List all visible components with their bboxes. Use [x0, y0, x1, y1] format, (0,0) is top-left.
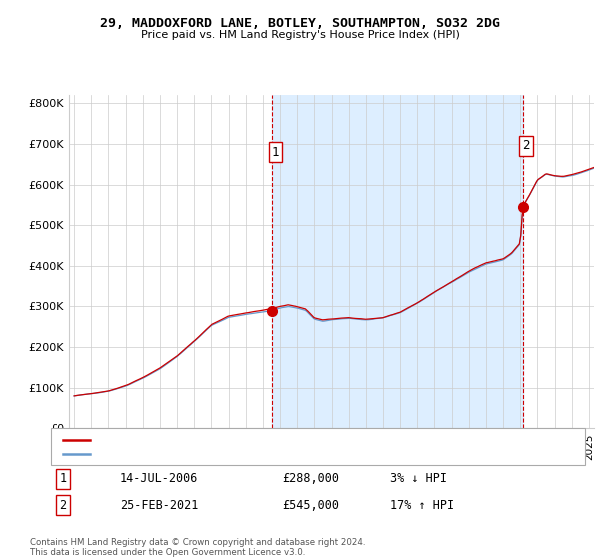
Text: 14-JUL-2006: 14-JUL-2006: [120, 472, 199, 486]
Text: 25-FEB-2021: 25-FEB-2021: [120, 498, 199, 512]
Text: £545,000: £545,000: [282, 498, 339, 512]
Bar: [272, 95, 523, 428]
Text: 17% ↑ HPI: 17% ↑ HPI: [390, 498, 454, 512]
Text: 2: 2: [523, 139, 530, 152]
Text: 2: 2: [59, 498, 67, 512]
Text: 29, MADDOXFORD LANE, BOTLEY, SOUTHAMPTON, SO32 2DG (detached house): 29, MADDOXFORD LANE, BOTLEY, SOUTHAMPTON…: [96, 435, 512, 445]
Text: HPI: Average price, detached house, Eastleigh: HPI: Average price, detached house, East…: [96, 449, 337, 459]
Text: 29, MADDOXFORD LANE, BOTLEY, SOUTHAMPTON, SO32 2DG: 29, MADDOXFORD LANE, BOTLEY, SOUTHAMPTON…: [100, 17, 500, 30]
Text: 3% ↓ HPI: 3% ↓ HPI: [390, 472, 447, 486]
Text: £288,000: £288,000: [282, 472, 339, 486]
Text: Contains HM Land Registry data © Crown copyright and database right 2024.
This d: Contains HM Land Registry data © Crown c…: [30, 538, 365, 557]
Text: Price paid vs. HM Land Registry's House Price Index (HPI): Price paid vs. HM Land Registry's House …: [140, 30, 460, 40]
Text: 1: 1: [272, 146, 280, 158]
Text: 1: 1: [59, 472, 67, 486]
